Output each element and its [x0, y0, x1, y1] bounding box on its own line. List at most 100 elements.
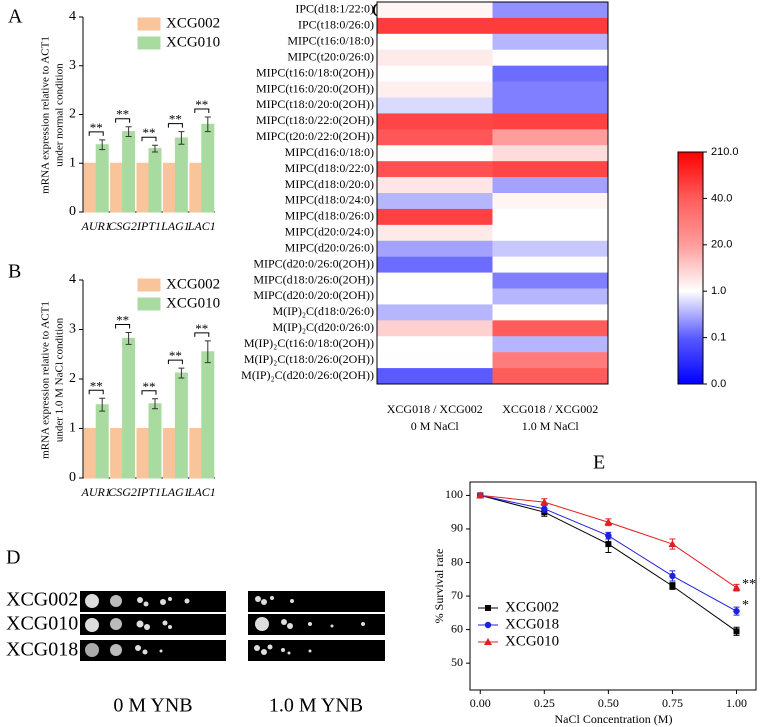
plot-frame [469, 481, 757, 691]
heatmap-cell [492, 193, 609, 210]
bar [148, 403, 162, 479]
plate-row [80, 614, 226, 635]
colorbar-tick-label: 1.0 [711, 285, 726, 297]
heatmap-cell [492, 304, 609, 321]
heatmap-cell [492, 161, 609, 178]
significance-bracket [167, 123, 183, 128]
heatmap-cell [492, 208, 609, 226]
bar [174, 137, 188, 213]
error-bar [204, 116, 211, 133]
row-label: MIPC(t18:0/20:0(2OH)) [256, 97, 374, 111]
x-tick-label: LAC1 [187, 485, 216, 499]
x-tick-label: 0.25 [534, 696, 555, 710]
panel-label: E [593, 452, 605, 474]
error-bar [99, 139, 106, 151]
x-tick-label: CSG2 [108, 219, 137, 233]
heatmap-cell [492, 368, 609, 385]
heatmap-cell [492, 81, 609, 98]
heatmap-cell [377, 224, 493, 242]
bar [189, 162, 203, 213]
heatmap-cell [377, 81, 493, 98]
marker [540, 498, 549, 506]
heatmap-cell [377, 65, 493, 82]
heatmap-cell [492, 320, 609, 337]
row-label: MIPC(t16:0/18:0(2OH)) [256, 65, 374, 79]
heatmap-cell [377, 304, 493, 321]
bar [83, 428, 97, 479]
colorbar-tick-label: 0.1 [711, 332, 726, 344]
legend-label: XCG010 [166, 34, 220, 50]
heatmap-cell [377, 177, 493, 194]
significance-bracket [194, 108, 210, 113]
significance-bracket [88, 131, 104, 136]
legend-swatch [137, 17, 161, 31]
marker [733, 607, 740, 615]
bar [148, 148, 162, 213]
bar [162, 162, 176, 213]
legend-label: XCG018 [505, 616, 559, 632]
x-tick-label: LAG1 [160, 219, 190, 233]
significance-bracket [141, 390, 157, 395]
heatmap-cell [492, 336, 609, 353]
heatmap-cell [377, 368, 493, 385]
strain-label: XCG010 [6, 613, 78, 635]
bar [110, 428, 124, 479]
x-tick-label: 0.50 [598, 696, 619, 710]
panel-label: A [8, 6, 23, 28]
colorbar-tick-label: 20.0 [711, 239, 732, 251]
y-tick-label: 3 [69, 58, 76, 73]
heatmap-cell [377, 288, 493, 305]
significance-bracket [115, 118, 131, 123]
significance-bracket [167, 359, 183, 365]
plate-row [248, 614, 385, 635]
heatmap-cell [492, 240, 609, 257]
condition-label: 0 M YNB [113, 695, 192, 717]
legend-label: XCG010 [166, 295, 220, 311]
heatmap-cell [492, 224, 609, 242]
row-label: MIPC(t18:0/22:0(2OH)) [256, 113, 374, 127]
heatmap-cell [492, 352, 609, 369]
row-label: MIPC(d18:0/22:0) [285, 161, 374, 175]
heatmap-cell [492, 17, 609, 35]
significance: ** [90, 378, 103, 393]
x-tick-label: IPT1 [136, 219, 161, 233]
marker [733, 628, 740, 635]
significance-bracket [115, 323, 131, 329]
annotation: ** [742, 577, 756, 592]
heatmap-cell [377, 256, 493, 273]
y-axis-label: mRNA expression relative to ACT1 [40, 301, 52, 459]
heatmap-cell [377, 33, 493, 51]
x-tick-label: IPT1 [136, 485, 161, 499]
row-label: MIPC(d18:0/20:0) [285, 177, 374, 191]
bar [136, 162, 150, 213]
y-tick-label: 0 [69, 204, 76, 219]
y-tick-label: 4 [69, 272, 76, 287]
error-bar [125, 126, 132, 137]
y-axis-label: under normal condition [54, 63, 66, 167]
bar [95, 404, 109, 479]
significance: ** [116, 107, 129, 122]
bar [110, 162, 124, 213]
error-bar [152, 144, 158, 153]
heatmap-cell [377, 49, 493, 66]
heatmap-cell [377, 272, 493, 289]
plate-row [80, 640, 226, 661]
legend-marker [484, 621, 492, 629]
x-tick-label: 0.00 [470, 696, 491, 710]
condition-label: 1.0 M YNB [269, 695, 363, 717]
bar [201, 123, 215, 213]
heatmap-cell [492, 177, 609, 194]
significance-bracket [194, 332, 210, 337]
row-label: M(IP)₂C(d20:0/26:0) [272, 320, 374, 334]
legend-swatch [137, 297, 161, 311]
x-tick-label: AUR1 [81, 485, 111, 499]
heatmap-cell [492, 2, 609, 19]
y-tick-label: 3 [69, 322, 76, 337]
row-label: MIPC(d18:0/24:0) [285, 193, 374, 207]
row-label: M(IP)₂C(d18:0/26:0) [272, 304, 374, 318]
colorbar [677, 151, 704, 385]
row-label: MIPC(d20:0/24:0) [285, 225, 374, 239]
marker [605, 541, 612, 548]
row-label: MIPC(t20:0/22:0(2OH)) [256, 129, 374, 143]
panel-label: B [8, 261, 21, 283]
